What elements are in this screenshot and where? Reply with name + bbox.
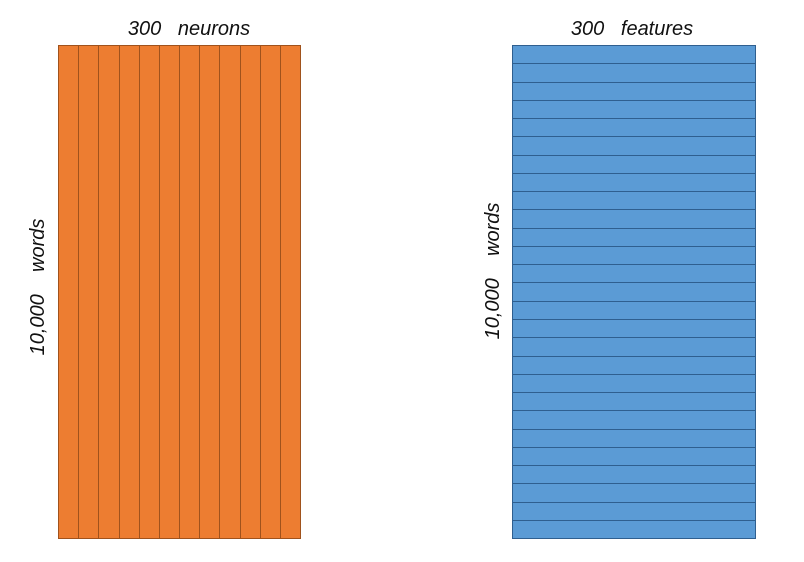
neuron-column	[279, 45, 302, 539]
neuron-column	[78, 45, 100, 539]
word-feature-row	[512, 81, 756, 101]
word-feature-row	[512, 446, 756, 467]
word-feature-row	[512, 501, 756, 521]
neuron-column	[199, 45, 221, 539]
word-feature-row	[512, 209, 756, 229]
word-feature-row	[512, 118, 756, 138]
word-feature-row	[512, 483, 756, 503]
word-feature-row	[512, 355, 756, 375]
word-feature-row	[512, 154, 756, 174]
neuron-column	[138, 45, 160, 539]
words-count-label-left: 10,000 words	[27, 218, 49, 356]
words-count-label-right: 10,000 words	[482, 202, 504, 340]
word-feature-row	[512, 245, 756, 266]
word-feature-row	[512, 337, 756, 357]
word-feature-row	[512, 373, 756, 394]
neuron-column	[118, 45, 140, 539]
neurons-count-label: 300 neurons	[127, 18, 251, 40]
word-feature-row	[512, 300, 756, 320]
word-feature-row	[512, 191, 756, 211]
word-feature-row	[512, 264, 756, 284]
word-feature-row	[512, 428, 756, 448]
word-feature-row	[512, 318, 756, 339]
neuron-column	[239, 45, 261, 539]
neuron-column	[58, 45, 80, 539]
word-feature-row	[512, 465, 756, 485]
neuron-matrix	[58, 45, 302, 539]
feature-matrix	[512, 45, 756, 540]
neuron-column	[98, 45, 120, 539]
word-feature-row	[512, 227, 756, 247]
word-feature-row	[512, 99, 756, 120]
word-feature-row	[512, 172, 756, 193]
word-feature-row	[512, 410, 756, 430]
neuron-column	[158, 45, 181, 539]
word-feature-row	[512, 136, 756, 156]
word-feature-row	[512, 282, 756, 302]
features-count-label: 300 features	[570, 18, 694, 40]
word-feature-row	[512, 392, 756, 412]
word-feature-row	[512, 519, 756, 540]
neuron-column	[219, 45, 241, 539]
word-feature-row	[512, 63, 756, 83]
word-feature-row	[512, 45, 756, 65]
neuron-column	[259, 45, 281, 539]
neuron-column	[179, 45, 201, 539]
